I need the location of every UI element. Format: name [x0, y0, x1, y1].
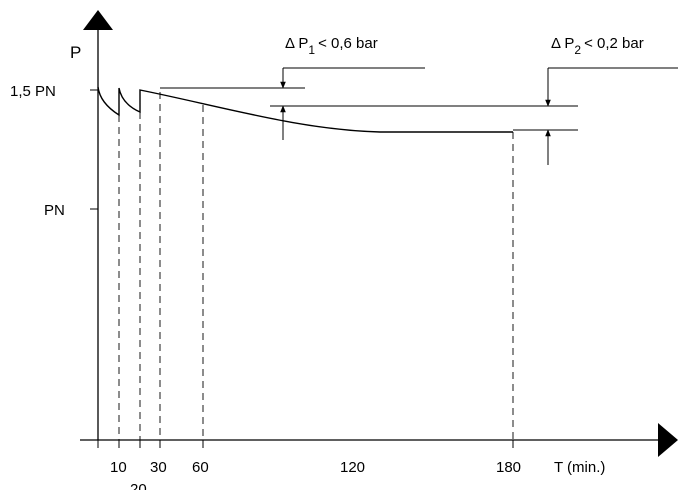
x-tick-label-180: 180: [496, 459, 521, 476]
x-axis-label: T (min.): [554, 459, 605, 476]
y-tick-label-pn: PN: [44, 202, 65, 219]
x-axis-arrow-icon: [658, 423, 678, 457]
x-tick-label-60: 60: [192, 459, 209, 476]
x-tick-label-20: 20: [130, 481, 147, 490]
dashed-guides: [118, 92, 514, 440]
x-tick-label-120: 120: [340, 459, 365, 476]
delta-p1-label: Δ P1 < 0,6 bar: [285, 35, 378, 57]
x-ticks: [97, 440, 514, 448]
y-axis-label: P: [70, 43, 81, 62]
y-axis-arrow-icon: [83, 10, 113, 30]
y-tick-label-1-5pn: 1,5 PN: [10, 83, 56, 100]
pressure-curve: [97, 86, 513, 133]
x-tick-label-10: 10: [110, 459, 127, 476]
delta-p2-label: Δ P2 < 0,2 bar: [551, 35, 644, 57]
x-tick-label-30: 30: [150, 459, 167, 476]
